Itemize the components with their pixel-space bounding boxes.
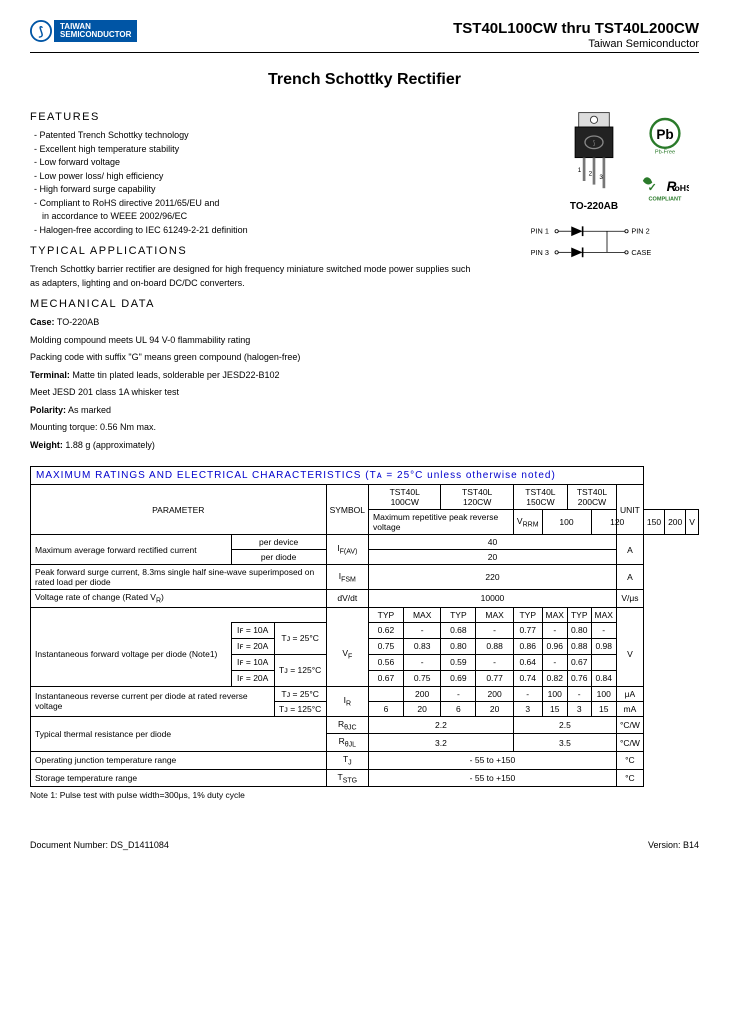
mechanical-line: Meet JESD 201 class 1A whisker test xyxy=(30,386,479,400)
package-label: TO-220AB xyxy=(570,201,618,212)
feature-item: High forward surge capability xyxy=(30,183,479,197)
row-rthjc: Typical thermal resistance per diode RθJ… xyxy=(31,716,699,734)
ratings-table: MAXIMUM RATINGS AND ELECTRICAL CHARACTER… xyxy=(30,466,699,787)
pin-schematic: PIN 1 PIN 3 PIN 2 CASE xyxy=(529,218,659,268)
col-parameter: PARAMETER xyxy=(31,485,327,535)
col-part-1: TST40L120CW xyxy=(441,485,513,510)
feature-item: Low power loss/ high efficiency xyxy=(30,170,479,184)
svg-text:Pb-Free: Pb-Free xyxy=(655,149,675,155)
feature-item: Compliant to RoHS directive 2011/65/EU a… xyxy=(30,197,479,211)
mechanical-line: Polarity: As marked xyxy=(30,404,479,418)
svg-text:oHS: oHS xyxy=(675,183,690,193)
logo-text: TAIWAN SEMICONDUCTOR xyxy=(54,20,137,42)
content-row: FEATURES Patented Trench Schottky techno… xyxy=(30,103,699,456)
row-dvdt: Voltage rate of change (Rated VR) dV/dt … xyxy=(31,590,699,608)
mechanical-heading: MECHANICAL DATA xyxy=(30,298,479,310)
mechanical-line: Terminal: Matte tin plated leads, solder… xyxy=(30,369,479,383)
row-tstg: Storage temperature range TSTG - 55 to +… xyxy=(31,769,699,787)
applications-heading: TYPICAL APPLICATIONS xyxy=(30,245,479,257)
feature-item: Excellent high temperature stability xyxy=(30,143,479,157)
col-part-0: TST40L100CW xyxy=(369,485,441,510)
version: Version: B14 xyxy=(648,840,699,850)
feature-item: Halogen-free according to IEC 61249-2-21… xyxy=(30,224,479,238)
svg-text:⟆: ⟆ xyxy=(39,25,44,39)
applications-text: Trench Schottky barrier rectifier are de… xyxy=(30,263,479,290)
mechanical-line: Molding compound meets UL 94 V-0 flammab… xyxy=(30,334,479,348)
features-list: Patented Trench Schottky technologyExcel… xyxy=(30,129,479,237)
table-title: MAXIMUM RATINGS AND ELECTRICAL CHARACTER… xyxy=(31,467,644,485)
mechanical-line: Mounting torque: 0.56 Nm max. xyxy=(30,421,479,435)
pin3-label: PIN 3 xyxy=(531,248,549,257)
row-tj: Operating junction temperature range TJ … xyxy=(31,752,699,770)
feature-item: Low forward voltage xyxy=(30,156,479,170)
row-typmax-header: TYPMAX TYPMAX TYPMAX TYPMAX xyxy=(31,607,699,622)
svg-text:3: 3 xyxy=(599,174,603,181)
svg-text:COMPLIANT: COMPLIANT xyxy=(649,197,682,203)
row-ir-1: Instantaneous reverse current per diode … xyxy=(31,686,699,701)
mechanical-line: Case: TO-220AB xyxy=(30,316,479,330)
package-drawing: ⟆ 1 2 3 xyxy=(559,109,629,199)
page-footer: Document Number: DS_D1411084 Version: B1… xyxy=(30,840,699,850)
row-ifav-1: Maximum average forward rectified curren… xyxy=(31,535,699,550)
svg-text:Pb: Pb xyxy=(656,127,673,142)
svg-text:1: 1 xyxy=(578,167,582,174)
main-title: Trench Schottky Rectifier xyxy=(30,71,699,89)
ts-logo-icon: ⟆ xyxy=(30,20,52,42)
product-title: TST40L100CW thru TST40L200CW xyxy=(453,20,699,37)
row-ifsm: Peak forward surge current, 8.3ms single… xyxy=(31,565,699,590)
case-label: CASE xyxy=(631,248,651,257)
pin2-label: PIN 2 xyxy=(631,227,649,236)
mechanical-data: Case: TO-220AB Molding compound meets UL … xyxy=(30,316,479,452)
svg-text:✓: ✓ xyxy=(648,182,657,194)
col-part-3: TST40L200CW xyxy=(567,485,616,510)
company-logo: ⟆ TAIWAN SEMICONDUCTOR xyxy=(30,20,137,42)
left-column: FEATURES Patented Trench Schottky techno… xyxy=(30,103,479,456)
col-symbol: SYMBOL xyxy=(326,485,368,535)
note-1: Note 1: Pulse test with pulse width=300μ… xyxy=(30,790,699,800)
feature-item: in accordance to WEEE 2002/96/EC xyxy=(30,210,479,224)
rohs-badge: R oHS ✓ COMPLIANT xyxy=(641,173,689,211)
pb-free-badge: Pb Pb-Free xyxy=(645,115,685,155)
feature-item: Patented Trench Schottky technology xyxy=(30,129,479,143)
row-vf-1: Instantaneous forward voltage per diode … xyxy=(31,622,699,638)
features-heading: FEATURES xyxy=(30,111,479,123)
header-title-block: TST40L100CW thru TST40L200CW Taiwan Semi… xyxy=(453,20,699,50)
mechanical-line: Packing code with suffix "G" means green… xyxy=(30,351,479,365)
svg-text:2: 2 xyxy=(589,171,593,178)
company-name: Taiwan Semiconductor xyxy=(453,38,699,50)
mechanical-line: Weight: 1.88 g (approximately) xyxy=(30,439,479,453)
compliance-badges: Pb Pb-Free R oHS ✓ COMPLIANT xyxy=(641,115,689,211)
page-header: ⟆ TAIWAN SEMICONDUCTOR TST40L100CW thru … xyxy=(30,20,699,53)
doc-number: Document Number: DS_D1411084 xyxy=(30,840,169,850)
col-part-2: TST40L150CW xyxy=(513,485,567,510)
pin1-label: PIN 1 xyxy=(531,227,549,236)
